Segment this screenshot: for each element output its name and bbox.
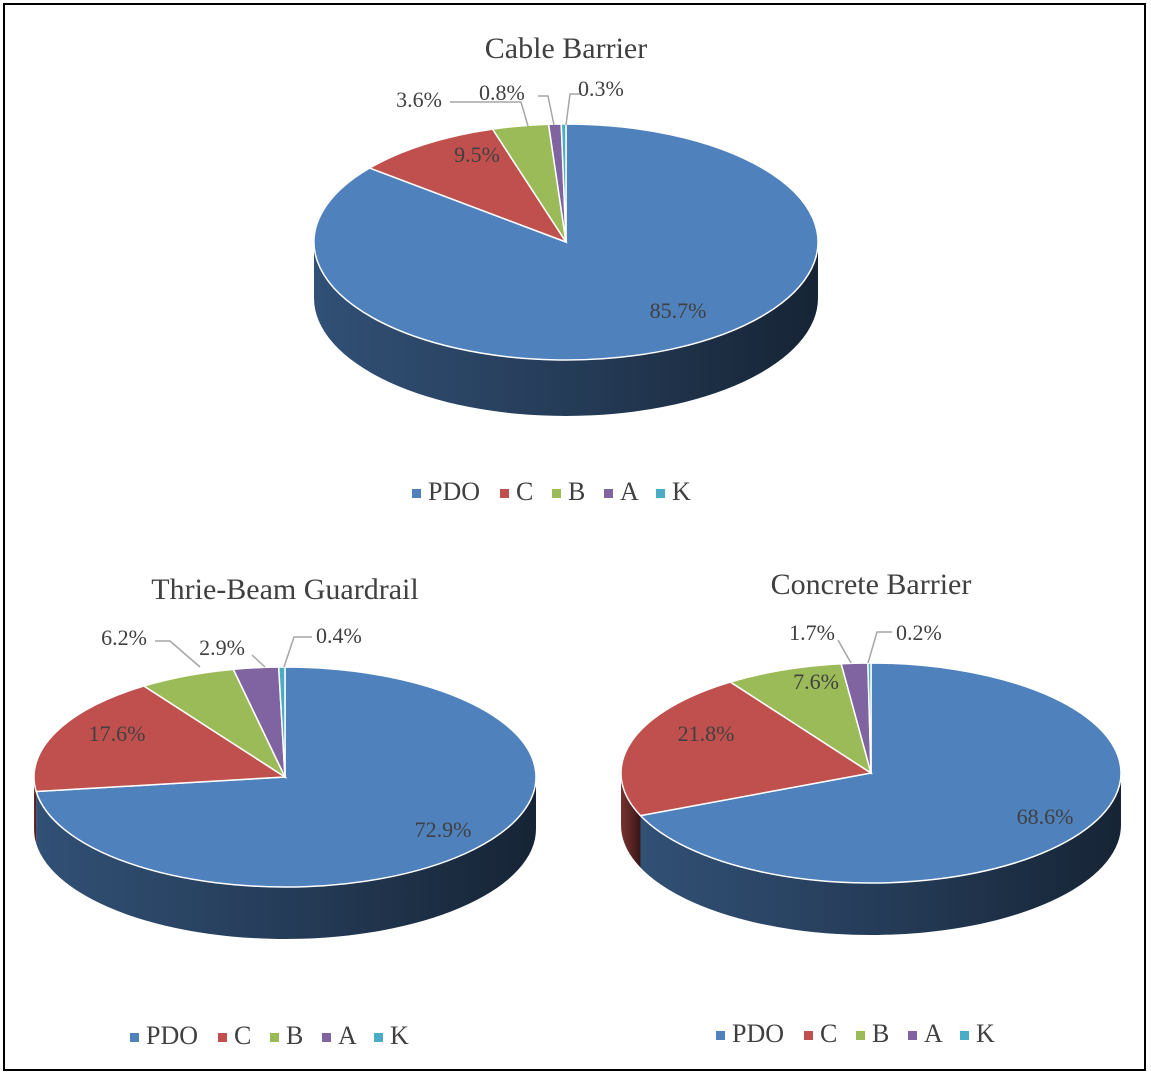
- legend-label-k: K: [672, 477, 691, 506]
- legend-swatch-b: [552, 489, 561, 498]
- leader-line: [538, 95, 555, 126]
- pie-side: [34, 777, 536, 940]
- pie-slice-k: [277, 666, 286, 778]
- pie-side-pdo: [36, 777, 536, 940]
- leader-line: [155, 640, 201, 668]
- pie-slice-c: [620, 681, 873, 817]
- pie-side-pdo: [314, 242, 818, 416]
- data-label-k: 0.3%: [578, 76, 624, 101]
- legend-label-a: A: [924, 1019, 943, 1048]
- legend-label-k: K: [390, 1021, 409, 1050]
- legend-swatch-k: [656, 489, 665, 498]
- data-label-pdo: 85.7%: [650, 298, 707, 323]
- legend-label-c: C: [516, 477, 533, 506]
- legend-label-k: K: [976, 1019, 995, 1048]
- legend-swatch-k: [960, 1031, 969, 1040]
- pie-slice-pdo: [639, 662, 1122, 884]
- legend-label-b: B: [568, 477, 585, 506]
- data-label-c: 17.6%: [89, 721, 146, 746]
- leader-line: [251, 654, 266, 668]
- chart-title: Concrete Barrier: [771, 568, 972, 601]
- data-label-b: 7.6%: [793, 669, 839, 694]
- data-label-a: 1.7%: [789, 620, 835, 645]
- legend-label-a: A: [620, 477, 639, 506]
- legend-label-pdo: PDO: [146, 1021, 198, 1050]
- legend-swatch-pdo: [130, 1033, 139, 1042]
- legend-swatch-c: [804, 1031, 813, 1040]
- pie-chart-0: Cable Barrier 85.7% 9.5% 3.6% 0.8% 0.3% PDO C B A…: [313, 32, 819, 506]
- legend-label-pdo: PDO: [428, 477, 480, 506]
- leader-line: [450, 101, 529, 127]
- legend: PDO C B A K: [716, 1019, 995, 1048]
- legend-swatch-b: [856, 1031, 865, 1040]
- legend-swatch-c: [218, 1033, 227, 1042]
- pie-side-c: [621, 773, 641, 868]
- pie-side: [621, 773, 1121, 935]
- data-label-c: 9.5%: [454, 142, 500, 167]
- leader-line: [867, 631, 892, 664]
- data-label-c: 21.8%: [678, 721, 735, 746]
- leader-line: [565, 93, 582, 126]
- pie-slice-c: [367, 128, 568, 244]
- legend-swatch-c: [500, 489, 509, 498]
- legend-swatch-b: [270, 1033, 279, 1042]
- pie-side-pdo: [640, 773, 1121, 935]
- data-label-b: 6.2%: [101, 625, 147, 650]
- data-label-k: 0.4%: [316, 623, 362, 648]
- legend-swatch-a: [322, 1033, 331, 1042]
- legend-label-b: B: [286, 1021, 303, 1050]
- pie-slice-k: [867, 662, 872, 774]
- legend-swatch-pdo: [716, 1031, 725, 1040]
- chart-title: Cable Barrier: [485, 32, 647, 65]
- legend-swatch-a: [604, 489, 613, 498]
- pie-side: [314, 242, 818, 416]
- data-label-pdo: 68.6%: [1017, 804, 1074, 829]
- legend-label-c: C: [234, 1021, 251, 1050]
- chart-title: Thrie-Beam Guardrail: [151, 573, 418, 606]
- pie-chart-1: Thrie-Beam Guardrail 72.9% 17.6% 6.2% 2.9% 0.…: [33, 573, 537, 1050]
- legend-label-pdo: PDO: [732, 1019, 784, 1048]
- pie-slice-b: [728, 663, 873, 775]
- data-label-pdo: 72.9%: [415, 817, 472, 842]
- pie-chart-2: Concrete Barrier 68.6% 21.8% 7.6% 1.7% 0.2% PD…: [620, 568, 1122, 1048]
- legend-swatch-k: [374, 1033, 383, 1042]
- legend-label-b: B: [872, 1019, 889, 1048]
- data-label-a: 0.8%: [479, 80, 525, 105]
- legend-swatch-pdo: [412, 489, 421, 498]
- legend: PDO C B A K: [130, 1021, 409, 1050]
- pie-side-c: [34, 777, 37, 844]
- legend: PDO C B A K: [412, 477, 691, 506]
- legend-label-c: C: [820, 1019, 837, 1048]
- data-label-b: 3.6%: [396, 87, 442, 112]
- data-label-a: 2.9%: [199, 635, 245, 660]
- legend-swatch-a: [908, 1031, 917, 1040]
- leader-line: [837, 639, 852, 664]
- leader-line: [283, 636, 312, 668]
- pie-slice-c: [33, 685, 288, 793]
- data-label-k: 0.2%: [896, 620, 942, 645]
- legend-label-a: A: [338, 1021, 357, 1050]
